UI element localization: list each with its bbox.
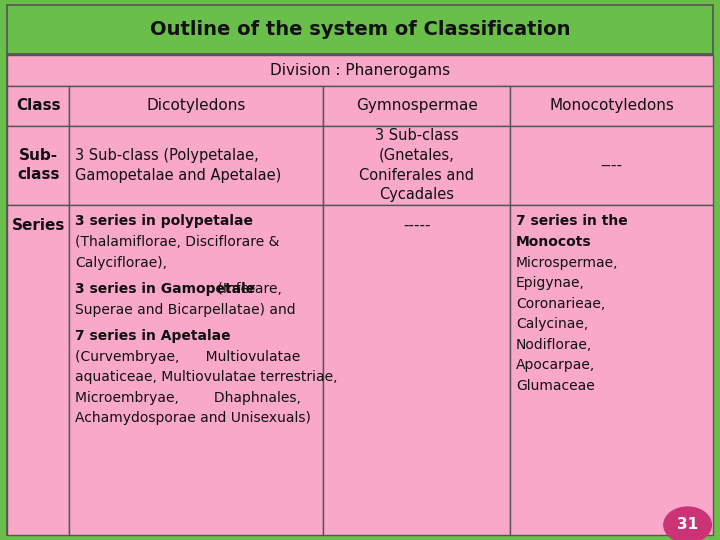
Bar: [7, 86, 69, 126]
Text: Nodiflorae,: Nodiflorae,: [516, 338, 593, 352]
Text: 7 series in Apetalae: 7 series in Apetalae: [75, 329, 230, 343]
Text: 3 series in Gamopetale: 3 series in Gamopetale: [75, 282, 256, 296]
Text: Sub-
class: Sub- class: [17, 148, 60, 182]
Text: Outline of the system of Classification: Outline of the system of Classification: [150, 20, 570, 39]
Text: Coronarieae,: Coronarieae,: [516, 296, 606, 310]
Text: -----: -----: [403, 218, 431, 233]
Circle shape: [664, 507, 711, 540]
Text: aquaticeae, Multiovulatae terrestriae,: aquaticeae, Multiovulatae terrestriae,: [75, 370, 338, 384]
Text: Series: Series: [12, 218, 65, 233]
Bar: [7, 126, 69, 205]
Bar: [510, 205, 713, 535]
Text: Division : Phanerogams: Division : Phanerogams: [270, 63, 450, 78]
Text: Microspermae,: Microspermae,: [516, 255, 618, 269]
Text: (Inferare,: (Inferare,: [213, 282, 282, 296]
Text: Superae and Bicarpellatae) and: Superae and Bicarpellatae) and: [75, 303, 296, 316]
Bar: [7, 205, 69, 535]
Text: Apocarpae,: Apocarpae,: [516, 358, 595, 372]
Text: (Thalamiflorae, Disciflorare &: (Thalamiflorae, Disciflorare &: [75, 235, 279, 249]
Text: Microembryae,        Dhaphnales,: Microembryae, Dhaphnales,: [75, 391, 301, 405]
Bar: [323, 86, 510, 126]
Text: Gymnospermae: Gymnospermae: [356, 98, 478, 113]
Text: Calycinae,: Calycinae,: [516, 317, 588, 331]
Bar: [510, 86, 713, 126]
Text: 7 series in the: 7 series in the: [516, 214, 628, 228]
Text: 31: 31: [677, 517, 698, 532]
Text: Dicotyledons: Dicotyledons: [147, 98, 246, 113]
Text: 3 series in polypetalae: 3 series in polypetalae: [75, 214, 253, 228]
Bar: [7, 55, 713, 535]
Bar: [323, 126, 510, 205]
Text: ----: ----: [600, 158, 623, 173]
Text: Monocots: Monocots: [516, 235, 592, 249]
Text: Glumaceae: Glumaceae: [516, 379, 595, 393]
Bar: [7, 5, 713, 54]
Bar: [69, 205, 323, 535]
Text: Class: Class: [16, 98, 60, 113]
Bar: [7, 55, 713, 86]
Text: Achamydosporae and Unisexuals): Achamydosporae and Unisexuals): [75, 411, 311, 426]
Text: Epigynae,: Epigynae,: [516, 276, 585, 290]
Text: 3 Sub-class (Polypetalae,
Gamopetalae and Apetalae): 3 Sub-class (Polypetalae, Gamopetalae an…: [75, 148, 282, 183]
Bar: [510, 126, 713, 205]
Text: Calyciflorae),: Calyciflorae),: [75, 255, 167, 269]
Bar: [69, 126, 323, 205]
Text: 3 Sub-class
(Gnetales,
Coniferales and
Cycadales: 3 Sub-class (Gnetales, Coniferales and C…: [359, 128, 474, 202]
Bar: [69, 86, 323, 126]
Bar: [323, 205, 510, 535]
Text: Monocotyledons: Monocotyledons: [549, 98, 674, 113]
Text: (Curvembryae,      Multiovulatae: (Curvembryae, Multiovulatae: [75, 350, 300, 364]
